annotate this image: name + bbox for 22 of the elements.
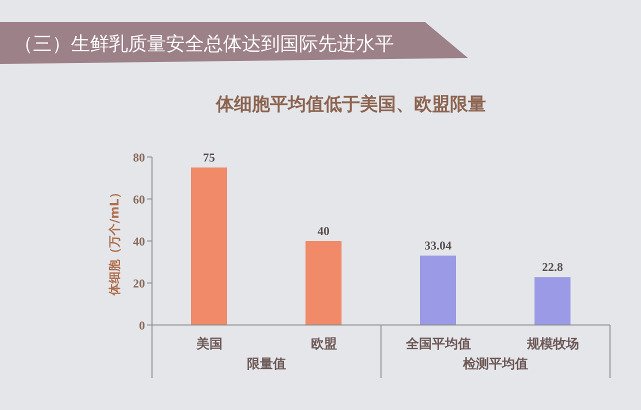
x-tick-label: 规模牧场 xyxy=(526,337,579,352)
x-tick-label: 美国 xyxy=(195,336,222,352)
bar xyxy=(420,256,456,325)
y-tick-label: 80 xyxy=(133,150,145,164)
bar xyxy=(534,277,570,325)
y-tick-label: 60 xyxy=(133,192,145,206)
text: 检测平均值 xyxy=(462,357,528,372)
chart-subtitle: 体细胞平均值低于美国、欧盟限量 xyxy=(215,94,486,115)
bar xyxy=(191,168,227,325)
data-label: 22.8 xyxy=(542,260,563,274)
data-label: 33.04 xyxy=(424,238,452,253)
text: 限量值 xyxy=(247,357,286,372)
bar xyxy=(306,241,342,325)
data-label: 75 xyxy=(203,150,215,164)
y-tick-label: 40 xyxy=(133,234,145,248)
data-label: 40 xyxy=(318,224,330,238)
y-axis-title: 体细胞（万个/mL） xyxy=(107,186,122,296)
chart-title: （三）生鲜乳质量安全总体达到国际先进水平 xyxy=(14,33,394,55)
x-tick-label: 欧盟 xyxy=(310,337,337,352)
y-tick-label: 20 xyxy=(133,276,145,290)
x-tick-label: 全国平均值 xyxy=(404,337,471,352)
y-tick-label: 0 xyxy=(139,318,145,332)
